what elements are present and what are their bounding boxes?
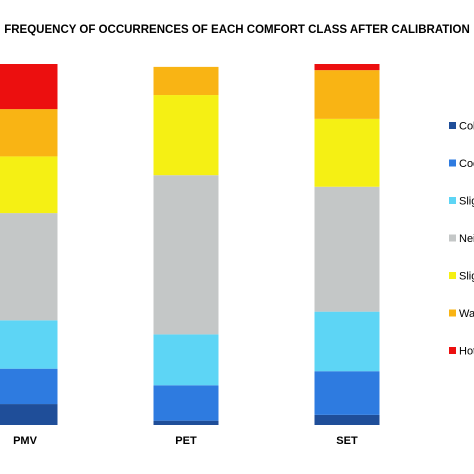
bar-segment-pet-2	[153, 385, 219, 421]
bar-segment-set-5	[314, 118, 380, 187]
bar-segment-pmv-2	[0, 368, 58, 405]
legend-label-2: Coo	[459, 158, 474, 170]
legend-swatch-5	[449, 272, 456, 279]
category-label-pmv: PMV	[13, 435, 38, 447]
bar-segment-pet-3	[153, 334, 219, 386]
bar-segment-set-3	[314, 311, 380, 372]
bar-segment-pmv-4	[0, 213, 58, 321]
bar-segment-pet-6	[153, 66, 219, 96]
bar-segment-set-7	[314, 64, 380, 71]
bar-segment-pmv-5	[0, 156, 58, 214]
category-label-set: SET	[336, 435, 358, 447]
bar-segment-pmv-7	[0, 64, 58, 110]
legend-label-7: Hot	[459, 346, 474, 358]
legend-label-3: Slig	[459, 196, 474, 208]
legend-swatch-2	[449, 159, 456, 167]
bar-segment-pmv-1	[0, 404, 58, 425]
bar-segment-set-4	[314, 186, 380, 312]
bar-segment-pet-4	[153, 175, 219, 335]
legend-swatch-6	[449, 309, 456, 317]
bar-segment-pet-5	[153, 95, 219, 176]
bars-layer	[0, 64, 380, 425]
legend-label-6: Wa	[459, 308, 474, 320]
bar-segment-pet-1	[153, 420, 219, 425]
legend-swatch-7	[449, 347, 456, 354]
bar-segment-pmv-6	[0, 109, 58, 157]
bar-segment-set-6	[314, 70, 380, 119]
legend-swatch-4	[449, 234, 456, 242]
category-label-pet: PET	[175, 435, 197, 447]
bar-segment-pmv-3	[0, 320, 58, 369]
legend-label-4: Nei	[459, 233, 474, 245]
bar-segment-set-2	[314, 371, 380, 415]
legend-swatch-1	[449, 122, 456, 129]
legend-label-1: Col	[459, 121, 474, 133]
chart-title: FREQUENCY OF OCCURRENCES OF EACH COMFORT…	[4, 24, 470, 36]
legend-label-5: Slig	[459, 271, 474, 283]
legend: Col Coo Slig Nei Slig Wa Hot	[449, 121, 474, 358]
bar-segment-set-1	[314, 414, 380, 425]
category-labels: PMV PET SET	[13, 435, 358, 447]
legend-swatch-3	[449, 197, 456, 204]
